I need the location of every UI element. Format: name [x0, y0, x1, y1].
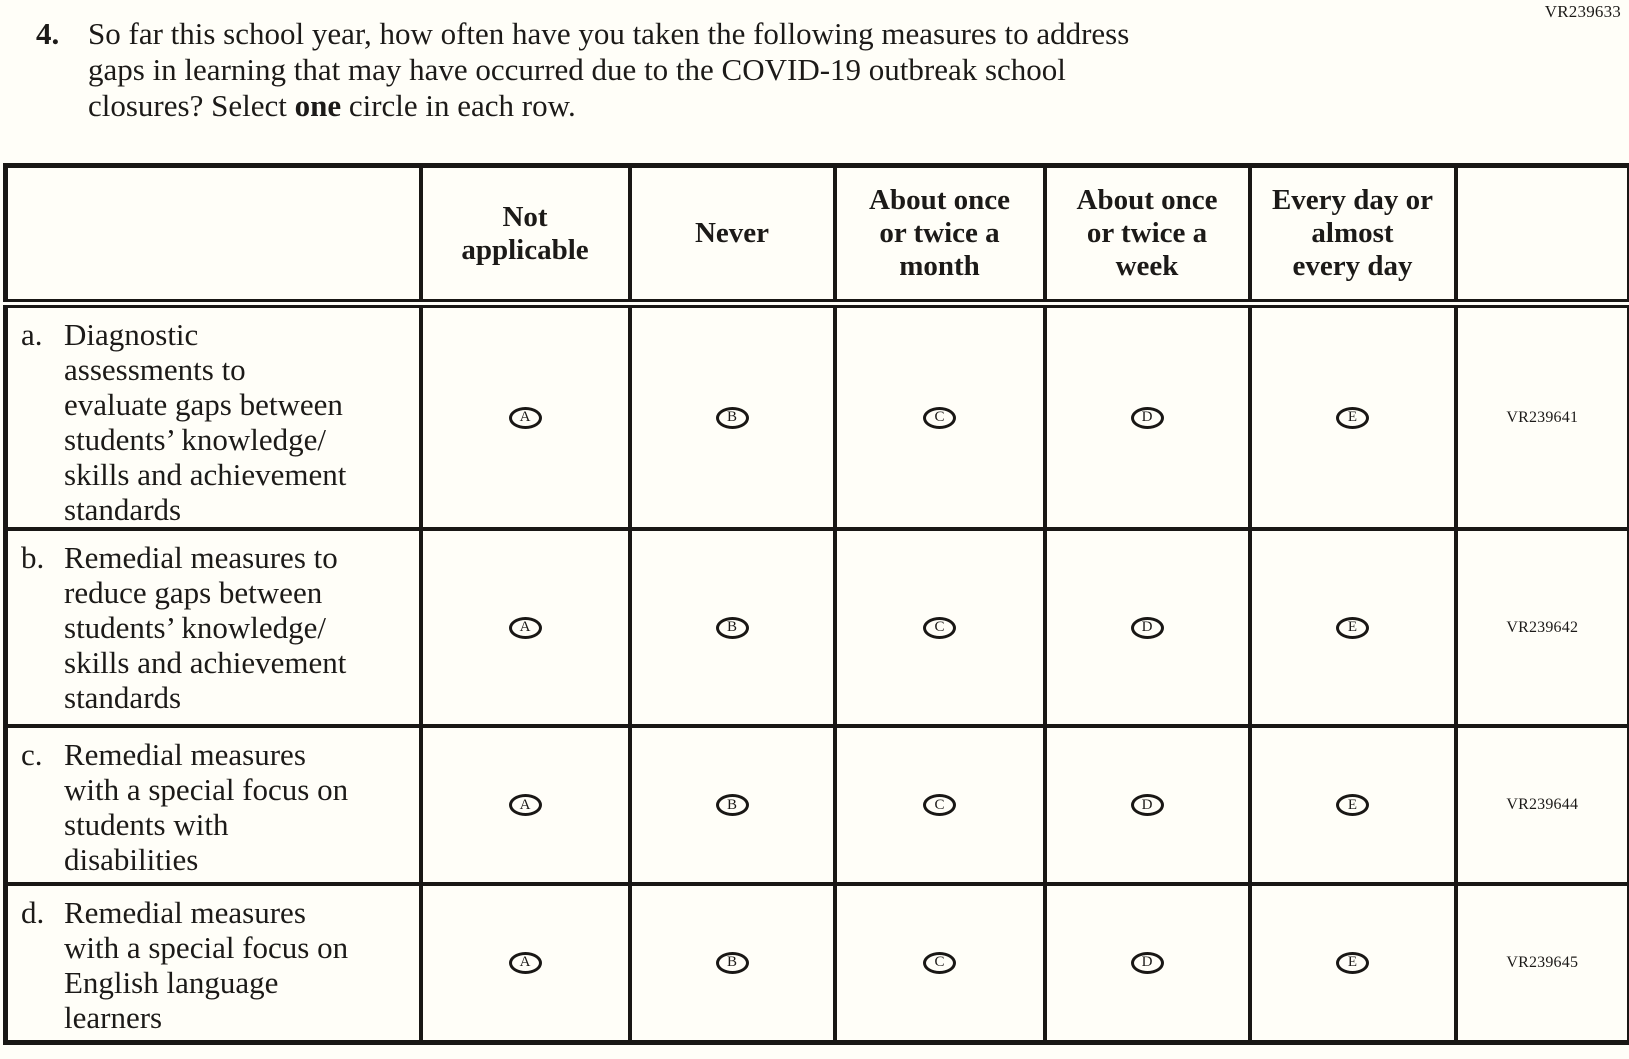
bubble-letter: A — [519, 409, 531, 425]
row-a-option-bubble-e[interactable]: E — [1336, 406, 1369, 429]
row-b-cell-once-twice-week: D — [1042, 527, 1252, 728]
bubble-letter: A — [519, 619, 531, 635]
table-row-d: d. Remedial measures with a special focu… — [3, 882, 1629, 1044]
row-a-letter: a. — [21, 317, 43, 352]
header-not-applicable: Not applicable — [418, 163, 632, 308]
row-c-option-bubble-d[interactable]: D — [1130, 794, 1164, 816]
row-c-cell-once-twice-week: D — [1042, 724, 1252, 886]
row-c-cell-every-day: E — [1247, 724, 1458, 886]
row-a-stem: a. Diagnostic assessments to evaluate ga… — [3, 301, 423, 531]
bubble-letter: B — [726, 796, 737, 813]
row-c-stem: c. Remedial measures with a special focu… — [3, 724, 423, 886]
bubble-letter: C — [934, 409, 945, 425]
table-row-a: a. Diagnostic assessments to evaluate ga… — [3, 301, 1629, 531]
row-d-option-bubble-b[interactable]: B — [715, 951, 749, 974]
row-b-option-bubble-a[interactable]: A — [508, 616, 542, 639]
row-d-cell-not-applicable: A — [418, 882, 632, 1044]
question-line-3-bold: one — [294, 88, 342, 123]
row-d-cell-once-twice-month: C — [832, 882, 1047, 1044]
question-number: 4. — [36, 16, 60, 51]
row-a-cell-once-twice-week: D — [1042, 301, 1252, 531]
header-once-twice-month: About once or twice a month — [832, 163, 1047, 308]
row-a-code: VR239641 — [1453, 301, 1629, 531]
bubble-letter: D — [1141, 796, 1153, 813]
row-d-stem: d. Remedial measures with a special focu… — [3, 882, 423, 1044]
bubble-letter: E — [1347, 796, 1358, 813]
row-a-cell-not-applicable: A — [418, 301, 632, 531]
row-c-code: VR239644 — [1453, 724, 1629, 886]
row-d-cell-never: B — [627, 882, 837, 1044]
row-b-option-bubble-c[interactable]: C — [923, 616, 956, 639]
row-a-cell-never: B — [627, 301, 837, 531]
bubble-letter: E — [1347, 409, 1358, 425]
bubble-letter: B — [726, 619, 737, 635]
row-a-option-bubble-c[interactable]: C — [923, 406, 956, 429]
bubble-letter: B — [726, 954, 737, 971]
question-line-3: closures? Select one circle in each row. — [88, 88, 1129, 124]
row-b-letter: b. — [21, 540, 45, 575]
row-d-text: Remedial measures with a special focus o… — [64, 895, 349, 1035]
row-c-option-bubble-a[interactable]: A — [508, 794, 542, 816]
row-d-option-bubble-d[interactable]: D — [1130, 951, 1164, 974]
row-c-option-bubble-e[interactable]: E — [1336, 794, 1369, 816]
row-b-text: Remedial measures to reduce gaps between… — [64, 540, 347, 715]
bubble-letter: D — [1141, 954, 1153, 971]
row-d-code: VR239645 — [1453, 882, 1629, 1044]
bubble-letter: A — [519, 796, 531, 813]
bubble-letter: E — [1347, 619, 1358, 635]
row-a-text: Diagnostic assessments to evaluate gaps … — [64, 317, 347, 527]
row-b-cell-never: B — [627, 527, 837, 728]
form-code: VR239633 — [1544, 2, 1621, 21]
row-c-option-bubble-c[interactable]: C — [923, 794, 956, 816]
row-d-cell-every-day: E — [1247, 882, 1458, 1044]
row-b-cell-not-applicable: A — [418, 527, 632, 728]
row-c-cell-once-twice-month: C — [832, 724, 1047, 886]
bubble-letter: C — [934, 796, 945, 813]
header-blank — [3, 163, 423, 308]
table-row-b: b. Remedial measures to reduce gaps betw… — [3, 527, 1629, 728]
row-b-cell-every-day: E — [1247, 527, 1458, 728]
row-a-option-bubble-a[interactable]: A — [508, 406, 542, 429]
row-b-option-bubble-e[interactable]: E — [1336, 616, 1369, 639]
row-c-cell-never: B — [627, 724, 837, 886]
row-c-text: Remedial measures with a special focus o… — [64, 737, 349, 877]
row-a-option-bubble-b[interactable]: B — [715, 406, 749, 429]
bubble-letter: E — [1347, 954, 1358, 971]
question-block: 4. So far this school year, how often ha… — [36, 16, 1129, 124]
header-once-twice-week: About once or twice a week — [1042, 163, 1252, 308]
bubble-letter: D — [1141, 409, 1153, 425]
row-d-option-bubble-c[interactable]: C — [923, 951, 956, 974]
row-d-letter: d. — [21, 895, 45, 930]
bubble-letter: C — [934, 619, 945, 635]
header-never: Never — [627, 163, 837, 308]
question-line-1: So far this school year, how often have … — [88, 16, 1130, 51]
row-a-option-bubble-d[interactable]: D — [1130, 406, 1164, 429]
bubble-letter: D — [1141, 619, 1153, 635]
response-grid: Not applicable Never About once or twice… — [3, 163, 1629, 1045]
question-line-3-pre: closures? Select — [88, 88, 295, 123]
header-code-blank — [1453, 163, 1629, 308]
row-d-option-bubble-e[interactable]: E — [1336, 951, 1369, 974]
header-row: Not applicable Never About once or twice… — [3, 163, 1629, 308]
row-c-letter: c. — [21, 737, 43, 772]
row-c-option-bubble-b[interactable]: B — [715, 794, 749, 816]
table-row-c: c. Remedial measures with a special focu… — [3, 724, 1629, 886]
row-d-option-bubble-a[interactable]: A — [508, 951, 542, 974]
bubble-letter: C — [934, 954, 945, 971]
row-d-cell-once-twice-week: D — [1042, 882, 1252, 1044]
row-b-cell-once-twice-month: C — [832, 527, 1047, 728]
row-b-code: VR239642 — [1453, 527, 1629, 728]
row-b-option-bubble-d[interactable]: D — [1130, 616, 1164, 639]
row-a-cell-every-day: E — [1247, 301, 1458, 531]
row-b-option-bubble-b[interactable]: B — [715, 616, 749, 639]
question-line-2: gaps in learning that may have occurred … — [88, 52, 1066, 87]
row-b-stem: b. Remedial measures to reduce gaps betw… — [3, 527, 423, 728]
bubble-letter: A — [519, 954, 531, 971]
row-c-cell-not-applicable: A — [418, 724, 632, 886]
row-a-cell-once-twice-month: C — [832, 301, 1047, 531]
bubble-letter: B — [726, 409, 737, 425]
header-every-day: Every day or almost every day — [1247, 163, 1458, 308]
question-text: So far this school year, how often have … — [88, 16, 1129, 124]
question-line-3-post: circle in each row. — [341, 88, 576, 123]
